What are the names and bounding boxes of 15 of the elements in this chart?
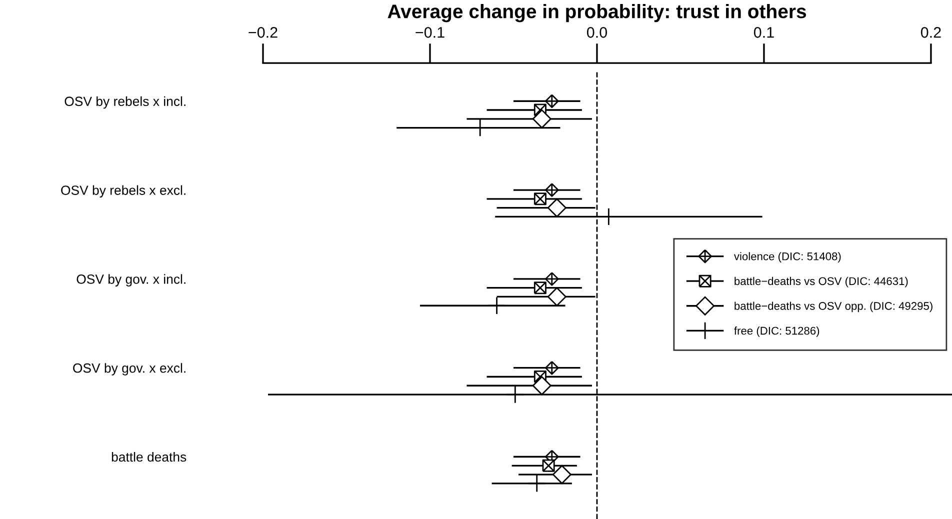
x-tick-label: 0.2 — [920, 26, 941, 38]
x-tick-label: 0.1 — [754, 26, 774, 38]
legend-label: battle−deaths vs OSV opp. (DIC: 49295) — [734, 302, 932, 312]
y-tick-label: OSV by gov. x incl. — [76, 274, 186, 286]
y-tick-label: battle deaths — [112, 452, 186, 462]
y-tick-label: OSV by gov. x excl. — [73, 363, 186, 376]
x-tick-label: 0.0 — [586, 26, 607, 38]
chart-title: Average change in probability: trust in others — [388, 4, 806, 22]
x-tick-label: −0.1 — [416, 26, 444, 38]
x-tick-label: −0.2 — [248, 26, 278, 38]
y-tick-label: OSV by rebels x excl. — [61, 185, 186, 198]
y-tick-label: OSV by rebels x incl. — [64, 96, 186, 109]
legend-label: free (DIC: 51286) — [734, 326, 820, 337]
legend-label: violence (DIC: 51408) — [734, 252, 841, 262]
legend-label: battle−deaths vs OSV (DIC: 44631) — [734, 276, 908, 288]
